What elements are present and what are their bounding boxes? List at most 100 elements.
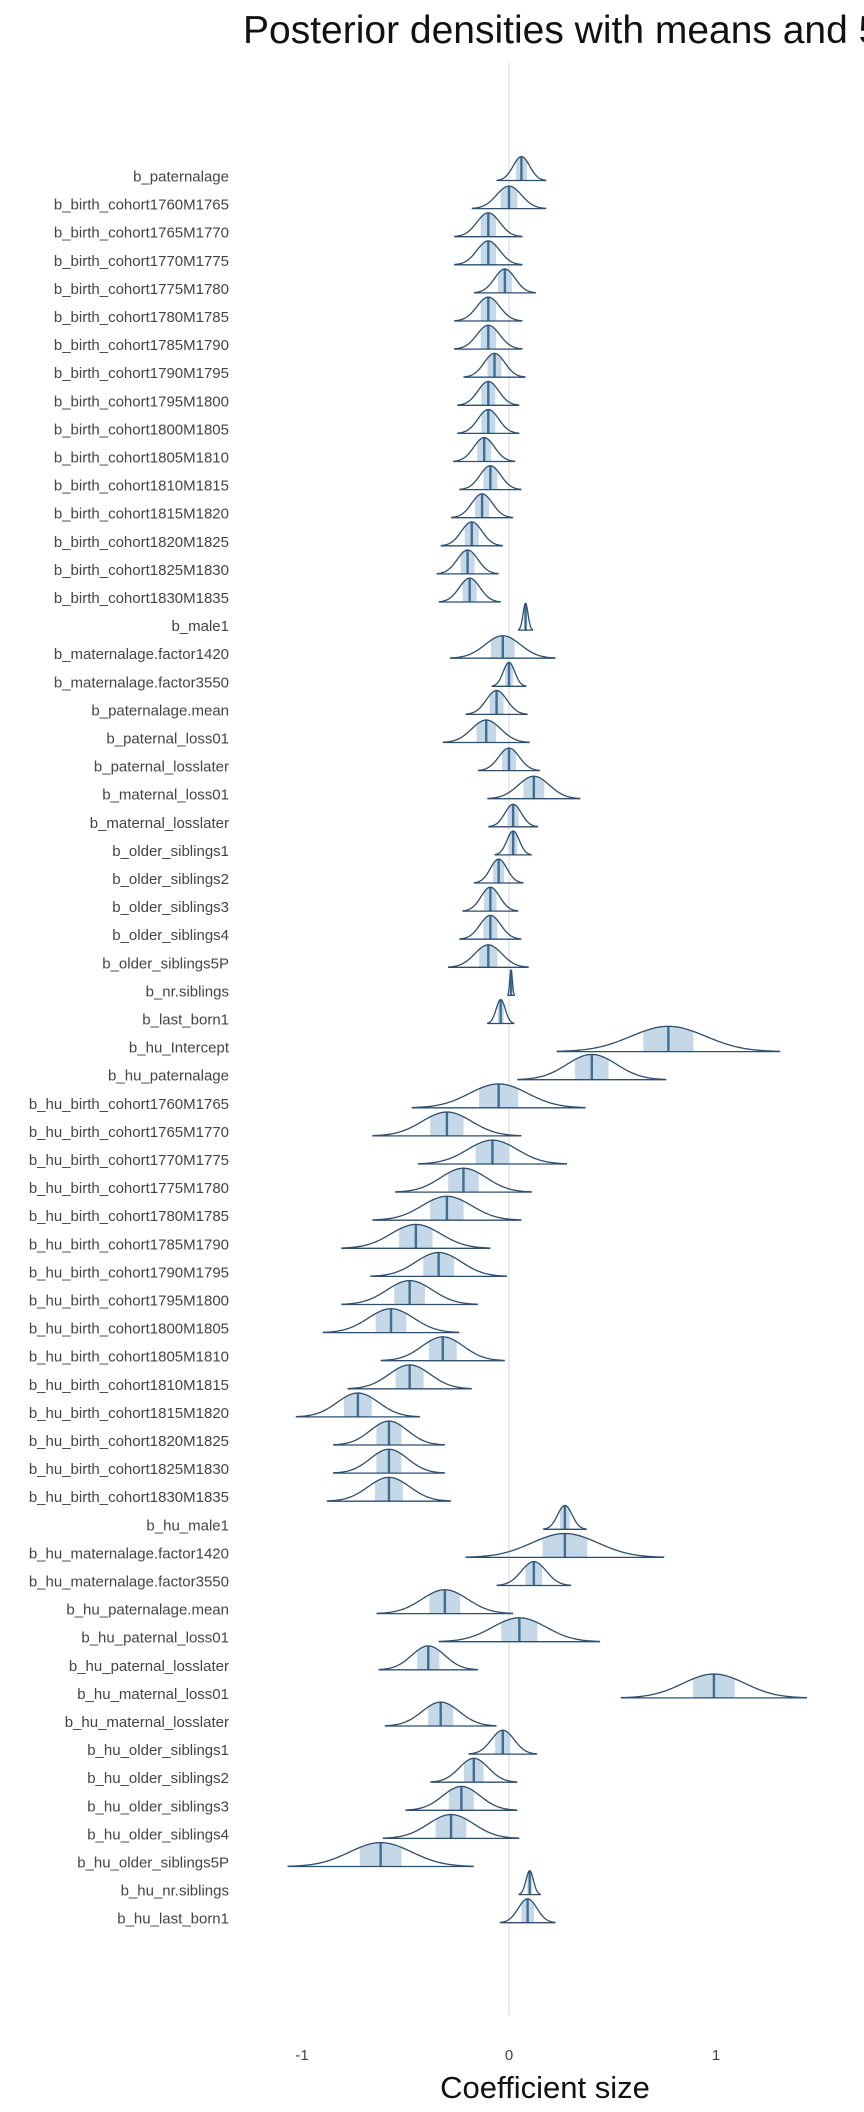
ridge-density-b_hu_birth_cohort1815M1820	[295, 1392, 421, 1418]
ridge-density-b_older_siblings3	[462, 886, 519, 912]
parameter-label: b_hu_older_siblings1	[87, 1742, 229, 1759]
parameter-label: b_hu_birth_cohort1765M1770	[29, 1124, 229, 1141]
ridge-density-b_hu_nr.siblings	[518, 1870, 542, 1896]
parameter-label: b_maternalage.factor3550	[54, 674, 229, 691]
ridge-density-b_hu_paternal_losslater	[378, 1645, 478, 1671]
ridge-density-b_hu_maternal_losslater	[384, 1701, 497, 1727]
parameter-label: b_hu_paternalage	[108, 1068, 229, 1085]
parameter-label: b_hu_birth_cohort1800M1805	[29, 1321, 229, 1338]
ridge-density-b_birth_cohort1770M1775	[454, 240, 523, 266]
parameter-label: b_birth_cohort1825M1830	[54, 562, 229, 579]
ridge-density-b_birth_cohort1790M1795	[463, 352, 526, 378]
ridge-density-b_hu_maternal_loss01	[620, 1673, 808, 1699]
ridge-density-b_hu_birth_cohort1805M1810	[380, 1336, 505, 1362]
parameter-label: b_hu_older_siblings3	[87, 1798, 229, 1815]
parameter-label: b_hu_birth_cohort1830M1835	[29, 1489, 229, 1506]
ridge-density-b_birth_cohort1780M1785	[454, 296, 523, 322]
ridge-density-b_maternal_losslater	[488, 803, 539, 828]
parameter-label: b_nr.siblings	[146, 983, 229, 1000]
ridge-density-b_hu_birth_cohort1770M1775	[417, 1139, 567, 1165]
x-tick-label: -1	[295, 2047, 308, 2064]
parameter-label: b_hu_birth_cohort1815M1820	[29, 1405, 229, 1422]
ridge-density-b_paternalage.mean	[465, 689, 528, 716]
ridge-density-b_birth_cohort1765M1770	[454, 212, 523, 238]
parameter-label: b_older_siblings2	[112, 871, 229, 888]
parameter-label: b_last_born1	[142, 1012, 229, 1029]
ridge-density-b_paternal_loss01	[442, 719, 530, 744]
parameter-label: b_maternal_losslater	[90, 815, 229, 832]
parameter-label: b_hu_nr.siblings	[121, 1883, 229, 1900]
ridge-density-b_maternal_loss01	[487, 775, 581, 800]
parameter-label: b_hu_maternalage.factor1420	[29, 1545, 229, 1562]
parameter-label: b_hu_birth_cohort1780M1785	[29, 1208, 229, 1225]
parameter-label: b_hu_older_siblings2	[87, 1770, 229, 1787]
density-ridges	[287, 155, 808, 1924]
ridge-density-b_hu_birth_cohort1825M1830	[333, 1448, 445, 1474]
ridge-density-b_hu_older_siblings3	[405, 1785, 518, 1811]
ridge-density-b_hu_paternalage.mean	[376, 1589, 514, 1615]
ridge-density-b_hu_older_siblings2	[430, 1757, 518, 1783]
parameter-label: b_paternalage.mean	[91, 702, 229, 719]
parameter-label: b_birth_cohort1765M1770	[54, 225, 229, 242]
ridge-density-b_hu_birth_cohort1790M1795	[370, 1251, 507, 1278]
parameter-label: b_hu_birth_cohort1785M1790	[29, 1236, 229, 1253]
parameter-label: b_hu_birth_cohort1810M1815	[29, 1377, 229, 1394]
ridge-density-b_hu_paternal_loss01	[438, 1617, 601, 1643]
parameter-label: b_birth_cohort1770M1775	[54, 253, 229, 270]
ridge-density-b_birth_cohort1785M1790	[454, 324, 523, 350]
ridge-density-b_older_siblings1	[494, 830, 532, 856]
parameter-label: b_hu_male1	[146, 1517, 229, 1534]
ridge-density-b_hu_paternalage	[517, 1053, 667, 1081]
parameter-label: b_hu_birth_cohort1820M1825	[29, 1433, 229, 1450]
parameter-label: b_hu_birth_cohort1805M1810	[29, 1349, 229, 1366]
ridge-density-b_nr.siblings	[506, 969, 516, 997]
parameter-label: b_older_siblings1	[112, 843, 229, 860]
ridge-density-b_last_born1	[486, 998, 515, 1025]
ridge-density-b_older_siblings4	[459, 914, 522, 940]
parameter-label: b_hu_birth_cohort1795M1800	[29, 1293, 229, 1310]
parameter-label: b_birth_cohort1830M1835	[54, 590, 229, 607]
ridge-density-b_birth_cohort1810M1815	[459, 465, 522, 491]
ridge-density-b_hu_Intercept	[556, 1025, 781, 1053]
chart-title: Posterior densities with means and 5	[243, 9, 864, 52]
parameter-label: b_hu_paternal_loss01	[81, 1630, 229, 1647]
ridge-density-b_male1	[517, 602, 534, 631]
ridge-density-b_hu_birth_cohort1800M1805	[322, 1308, 460, 1334]
ridge-density-b_hu_older_siblings5P	[287, 1841, 474, 1868]
parameter-label: b_hu_birth_cohort1790M1795	[29, 1264, 229, 1281]
ridge-density-b_hu_birth_cohort1765M1770	[372, 1111, 522, 1137]
ridge-density-b_older_siblings2	[473, 858, 524, 884]
ridge-density-b_paternalage	[496, 155, 547, 182]
ridge-density-b_hu_maternalage.factor3550	[496, 1560, 572, 1587]
ridge-density-b_hu_birth_cohort1810M1815	[347, 1364, 472, 1390]
parameter-label: b_birth_cohort1815M1820	[54, 506, 229, 523]
ridge-density-b_hu_older_siblings4	[382, 1813, 520, 1840]
parameter-label: b_hu_birth_cohort1760M1765	[29, 1096, 229, 1113]
parameter-label: b_birth_cohort1780M1785	[54, 309, 229, 326]
ridge-density-b_birth_cohort1815M1820	[450, 493, 514, 519]
ridge-density-b_hu_older_siblings1	[468, 1729, 537, 1755]
x-tick-label: 0	[505, 2047, 513, 2064]
parameter-label: b_hu_Intercept	[129, 1040, 230, 1057]
parameter-label: b_paternalage	[133, 169, 229, 186]
ridge-density-b_hu_birth_cohort1785M1790	[341, 1223, 491, 1249]
ridge-density-b_birth_cohort1800M1805	[457, 408, 520, 435]
ridge-density-b_hu_birth_cohort1795M1800	[341, 1279, 478, 1306]
parameter-label: b_hu_older_siblings4	[87, 1826, 229, 1843]
parameter-label: b_older_siblings4	[112, 927, 229, 944]
ridge-density-b_hu_maternalage.factor1420	[465, 1532, 665, 1559]
parameter-labels: b_paternalage b_birth_cohort1760M1765 b_bi…	[29, 169, 230, 1928]
parameter-label: b_birth_cohort1775M1780	[54, 281, 229, 298]
ridge-density-b_birth_cohort1805M1810	[453, 436, 516, 463]
parameter-label: b_hu_maternal_loss01	[77, 1686, 229, 1703]
parameter-label: b_birth_cohort1795M1800	[54, 393, 229, 410]
parameter-label: b_birth_cohort1805M1810	[54, 450, 229, 467]
parameter-label: b_maternal_loss01	[102, 787, 229, 804]
parameter-label: b_maternalage.factor1420	[54, 646, 229, 663]
ridge-density-b_birth_cohort1760M1765	[471, 185, 547, 210]
parameter-label: b_paternal_loss01	[106, 731, 229, 748]
x-axis-title: Coefficient size	[440, 2070, 650, 2105]
parameter-label: b_hu_older_siblings5P	[77, 1855, 229, 1872]
